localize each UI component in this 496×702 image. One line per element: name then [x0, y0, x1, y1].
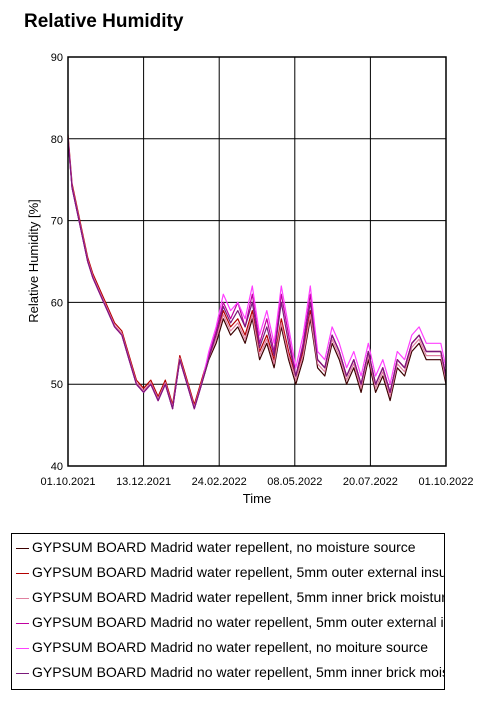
legend-label: GYPSUM BOARD Madrid no water repellent, …: [32, 614, 444, 630]
series-line-1: [67, 138, 447, 410]
series-line-6: [67, 138, 447, 410]
legend-swatch: [16, 598, 29, 599]
x-tick-label: 08.05.2022: [267, 476, 322, 488]
y-axis-title: Relative Humidity [%]: [26, 199, 41, 323]
legend-swatch: [16, 673, 29, 674]
y-tick-labels: 40 50 60 70 80 90: [51, 52, 63, 473]
x-tick-label: 20.07.2022: [343, 476, 398, 488]
x-tick-labels: 01.10.2021 13.12.2021 24.02.2022 08.05.2022…: [40, 476, 473, 488]
y-tick-label: 80: [51, 134, 63, 146]
x-axis-title: Time: [243, 491, 271, 506]
y-tick-label: 90: [51, 52, 63, 64]
series-line-5: [67, 138, 447, 410]
grid-lines: [67, 56, 447, 467]
plot-area: 40 50 60 70 80 90 01.10.2021 13.12.2021 24.02.2…: [26, 52, 474, 506]
legend-label: GYPSUM BOARD Madrid no water repellent, …: [32, 664, 444, 680]
legend-swatch: [16, 623, 29, 624]
legend-swatch: [16, 648, 29, 649]
x-tick-label: 13.12.2021: [116, 476, 171, 488]
legend-label: GYPSUM BOARD Madrid no water repellent, …: [32, 639, 429, 655]
legend: GYPSUM BOARD Madrid water repellent, no …: [11, 533, 445, 690]
y-tick-label: 70: [51, 216, 63, 228]
x-tick-label: 01.10.2021: [40, 476, 95, 488]
legend-swatch: [16, 548, 29, 549]
series-line-3: [67, 137, 447, 408]
legend-label: GYPSUM BOARD Madrid water repellent, 5mm…: [32, 589, 444, 605]
series-line-2: [67, 134, 447, 406]
series-lines: [67, 134, 447, 410]
legend-swatch: [16, 573, 29, 574]
chart-title: Relative Humidity: [24, 11, 184, 32]
y-tick-label: 60: [51, 297, 63, 309]
legend-label: GYPSUM BOARD Madrid water repellent, 5mm…: [32, 564, 444, 580]
x-tick-label: 24.02.2022: [192, 476, 247, 488]
y-tick-label: 50: [51, 379, 63, 391]
y-tick-label: 40: [51, 461, 63, 473]
x-tick-label: 01.10.2022: [418, 476, 473, 488]
series-line-4: [67, 138, 447, 410]
legend-label: GYPSUM BOARD Madrid water repellent, no …: [32, 539, 416, 555]
plot-frame: [67, 56, 447, 467]
